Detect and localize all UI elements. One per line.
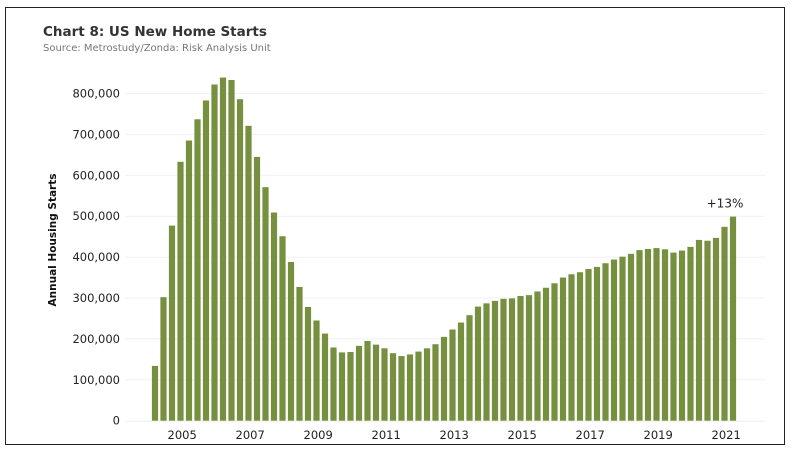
bar [151,365,159,421]
bar [542,287,550,421]
bar [330,347,337,421]
bar [491,300,499,421]
annotation-label: +13% [707,197,744,211]
bar [398,356,405,421]
bar [602,263,609,421]
bar [160,297,167,421]
y-tick-label: 800,000 [72,87,120,101]
bar [245,125,252,421]
bar [585,268,592,421]
bar [449,329,456,421]
bar [415,351,422,421]
bar [653,248,660,421]
y-tick-label: 400,000 [72,250,120,264]
y-tick-label: 600,000 [72,168,120,182]
bar [313,320,320,421]
bar [534,291,541,421]
bar [279,236,286,421]
chart-frame [5,7,785,445]
bar [704,240,711,421]
chart-title: Chart 8: US New Home Starts [43,24,267,40]
bar [500,298,507,421]
x-tick-label: 2015 [508,428,537,442]
bar [253,156,261,421]
bar [381,348,388,421]
bar [474,306,482,421]
bar [551,283,558,421]
x-tick-label: 2013 [440,428,469,442]
bar [517,295,524,421]
bar [670,252,677,421]
bar [687,246,694,421]
bar [389,353,397,421]
x-tick-label: 2005 [168,428,197,442]
bar [695,239,703,421]
bar [304,306,312,421]
bar [347,351,354,421]
bar [270,212,278,421]
x-tick-label: 2007 [236,428,265,442]
y-tick-label: 500,000 [72,209,120,223]
bar [168,225,176,421]
bar [202,100,210,421]
bar [593,266,601,421]
bar [525,295,533,421]
bar [287,262,295,421]
bar [321,333,329,421]
bar [228,80,235,421]
bar [372,344,380,421]
bar [194,119,201,421]
bar [219,77,227,421]
y-tick-label: 700,000 [72,127,120,141]
bar [678,250,686,421]
bar [406,354,414,421]
x-tick-label: 2011 [372,428,401,442]
bar [483,303,490,421]
bar [177,161,184,421]
bar [185,140,193,421]
y-axis-label: Annual Housing Starts [47,174,59,307]
bar [661,249,669,421]
y-tick-label: 0 [113,414,120,428]
bar [338,352,346,421]
bar [559,277,567,421]
bar [610,259,618,421]
y-tick-label: 300,000 [72,291,120,305]
chart-subtitle: Source: Metrostudy/Zonda: Risk Analysis … [43,43,271,54]
bar [466,315,473,421]
x-tick-label: 2017 [576,428,605,442]
y-tick-label: 200,000 [72,332,120,346]
bar [296,286,303,421]
x-tick-label: 2019 [644,428,673,442]
bar [619,256,626,421]
bar [211,84,218,421]
bar [236,99,244,421]
y-tick-label: 100,000 [72,373,120,387]
bar [636,250,643,421]
bar [355,345,363,421]
bar [423,348,431,421]
bar [262,187,269,421]
bar [457,322,465,421]
bar [729,216,737,421]
bar [721,226,728,421]
x-tick-label: 2009 [304,428,333,442]
bar [440,336,448,421]
bar [568,274,575,421]
bar [712,237,720,421]
bar [508,298,516,421]
bar [627,253,635,421]
bar [644,248,652,421]
bar [432,344,439,421]
bar [576,272,584,421]
x-tick-label: 2021 [712,428,741,442]
bar [364,340,371,421]
